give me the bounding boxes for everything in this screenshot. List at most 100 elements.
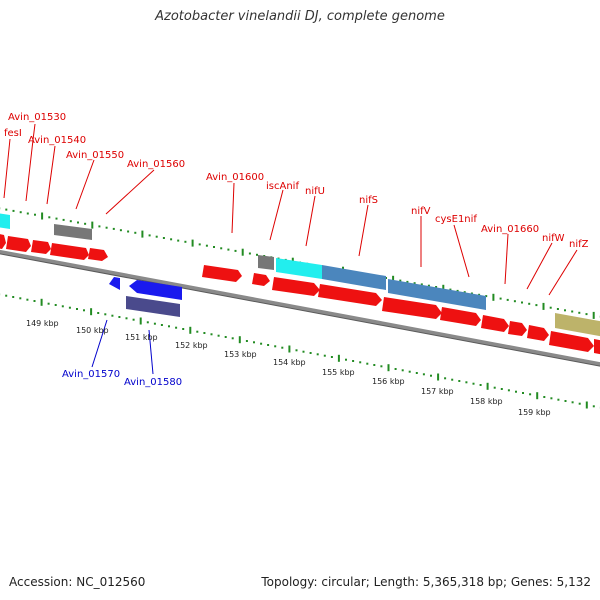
minor-tick <box>112 227 115 230</box>
minor-tick <box>435 286 438 288</box>
minor-tick <box>330 356 333 358</box>
minor-tick <box>210 333 213 336</box>
major-tick <box>536 392 539 400</box>
gene-cyan[interactable] <box>276 258 322 279</box>
lower-tick-row <box>0 293 600 409</box>
gene-steel-blue[interactable] <box>388 279 486 310</box>
minor-tick <box>26 212 29 215</box>
minor-tick <box>245 340 248 342</box>
gene-red[interactable] <box>508 321 527 336</box>
reverse-leader-lines <box>91 319 154 375</box>
minor-tick <box>125 317 128 320</box>
minor-tick <box>413 282 416 285</box>
minor-tick <box>506 298 509 301</box>
leader-nifu <box>305 195 316 247</box>
minor-tick <box>359 361 362 364</box>
gene-steel-blue[interactable] <box>322 265 386 290</box>
gene-red[interactable] <box>252 273 270 286</box>
axis-tick-labels: 149 kbp 150 kbp 151 kbp 152 kbp 153 kbp … <box>26 319 551 417</box>
minor-tick <box>394 368 397 370</box>
label-avin-01530[interactable]: Avin_01530 <box>8 112 66 123</box>
gene-red[interactable] <box>272 277 320 296</box>
major-tick <box>41 212 44 220</box>
minor-tick <box>256 253 258 256</box>
leader-avin-01580 <box>148 329 154 375</box>
minor-tick <box>12 296 15 298</box>
label-avin-01600[interactable]: Avin_01600 <box>206 172 264 183</box>
label-avin-01550[interactable]: Avin_01550 <box>66 150 124 161</box>
minor-tick <box>592 405 595 408</box>
minor-tick <box>77 221 79 224</box>
minor-tick <box>422 373 425 376</box>
minor-tick <box>231 337 234 340</box>
gene-blue-small[interactable] <box>109 277 120 290</box>
minor-tick <box>69 220 72 223</box>
minor-tick <box>470 292 473 295</box>
major-tick <box>337 354 340 362</box>
leader-avin-01560 <box>105 169 155 215</box>
minor-tick <box>295 349 298 352</box>
gene-navy[interactable] <box>126 296 180 317</box>
label-nifv[interactable]: nifV <box>411 206 431 217</box>
label-avin-01660[interactable]: Avin_01660 <box>481 224 539 235</box>
minor-tick <box>507 389 510 392</box>
label-avin-01570[interactable]: Avin_01570 <box>62 369 120 380</box>
gene-red[interactable] <box>594 339 600 356</box>
label-avin-01540[interactable]: Avin_01540 <box>28 135 86 146</box>
gene-red[interactable] <box>440 307 481 326</box>
minor-tick <box>401 369 404 372</box>
minor-tick <box>444 377 447 380</box>
major-tick <box>139 317 142 325</box>
minor-tick <box>205 244 208 247</box>
label-nifz[interactable]: nifZ <box>569 239 589 250</box>
gene-cyan-left[interactable] <box>0 212 10 229</box>
gene-red[interactable] <box>50 243 89 260</box>
label-avin-01580[interactable]: Avin_01580 <box>124 377 182 388</box>
gene-olive[interactable] <box>555 313 600 338</box>
gene-red[interactable] <box>31 240 51 254</box>
gene-gray[interactable] <box>54 224 92 240</box>
minor-tick <box>260 342 263 345</box>
minor-tick <box>557 398 560 401</box>
minor-tick <box>522 392 524 394</box>
minor-tick <box>493 386 496 389</box>
minor-tick <box>198 243 201 246</box>
minor-tick <box>47 302 50 305</box>
gene-red[interactable] <box>382 297 442 319</box>
label-fesi[interactable]: fesI <box>4 128 22 139</box>
minor-tick <box>571 401 574 404</box>
label-nifu[interactable]: nifU <box>305 186 325 197</box>
minor-tick <box>380 365 383 368</box>
gene-red[interactable] <box>481 315 509 332</box>
major-tick <box>437 373 440 381</box>
gene-red[interactable] <box>318 284 382 306</box>
label-iscanif[interactable]: iscAnif <box>266 181 299 192</box>
minor-tick <box>415 372 418 374</box>
leader-avin-01660 <box>504 233 509 285</box>
reverse-gene-labels: Avin_01570 Avin_01580 <box>62 369 182 388</box>
minor-tick <box>513 300 516 303</box>
label-avin-01560[interactable]: Avin_01560 <box>127 159 185 170</box>
label-nifs[interactable]: nifS <box>359 195 378 206</box>
minor-tick <box>5 208 8 211</box>
gene-red[interactable] <box>0 232 6 249</box>
major-tick <box>392 275 395 283</box>
minor-tick <box>499 297 502 300</box>
gene-blue[interactable] <box>129 280 182 300</box>
gene-red[interactable] <box>202 265 242 282</box>
gene-gray[interactable] <box>258 255 274 270</box>
label-nifw[interactable]: nifW <box>542 233 565 244</box>
gene-red[interactable] <box>88 248 108 261</box>
gene-red[interactable] <box>549 331 594 352</box>
gene-red[interactable] <box>6 236 31 252</box>
minor-tick <box>323 354 326 357</box>
minor-tick <box>535 304 538 307</box>
minor-tick <box>12 209 15 212</box>
minor-tick <box>162 237 165 239</box>
gene-red[interactable] <box>527 325 549 341</box>
minor-tick <box>352 360 355 362</box>
minor-tick <box>84 222 87 225</box>
minor-tick <box>479 384 482 386</box>
label-cyse1nif[interactable]: cysE1nif <box>435 214 477 225</box>
tick-label: 155 kbp <box>322 368 355 377</box>
